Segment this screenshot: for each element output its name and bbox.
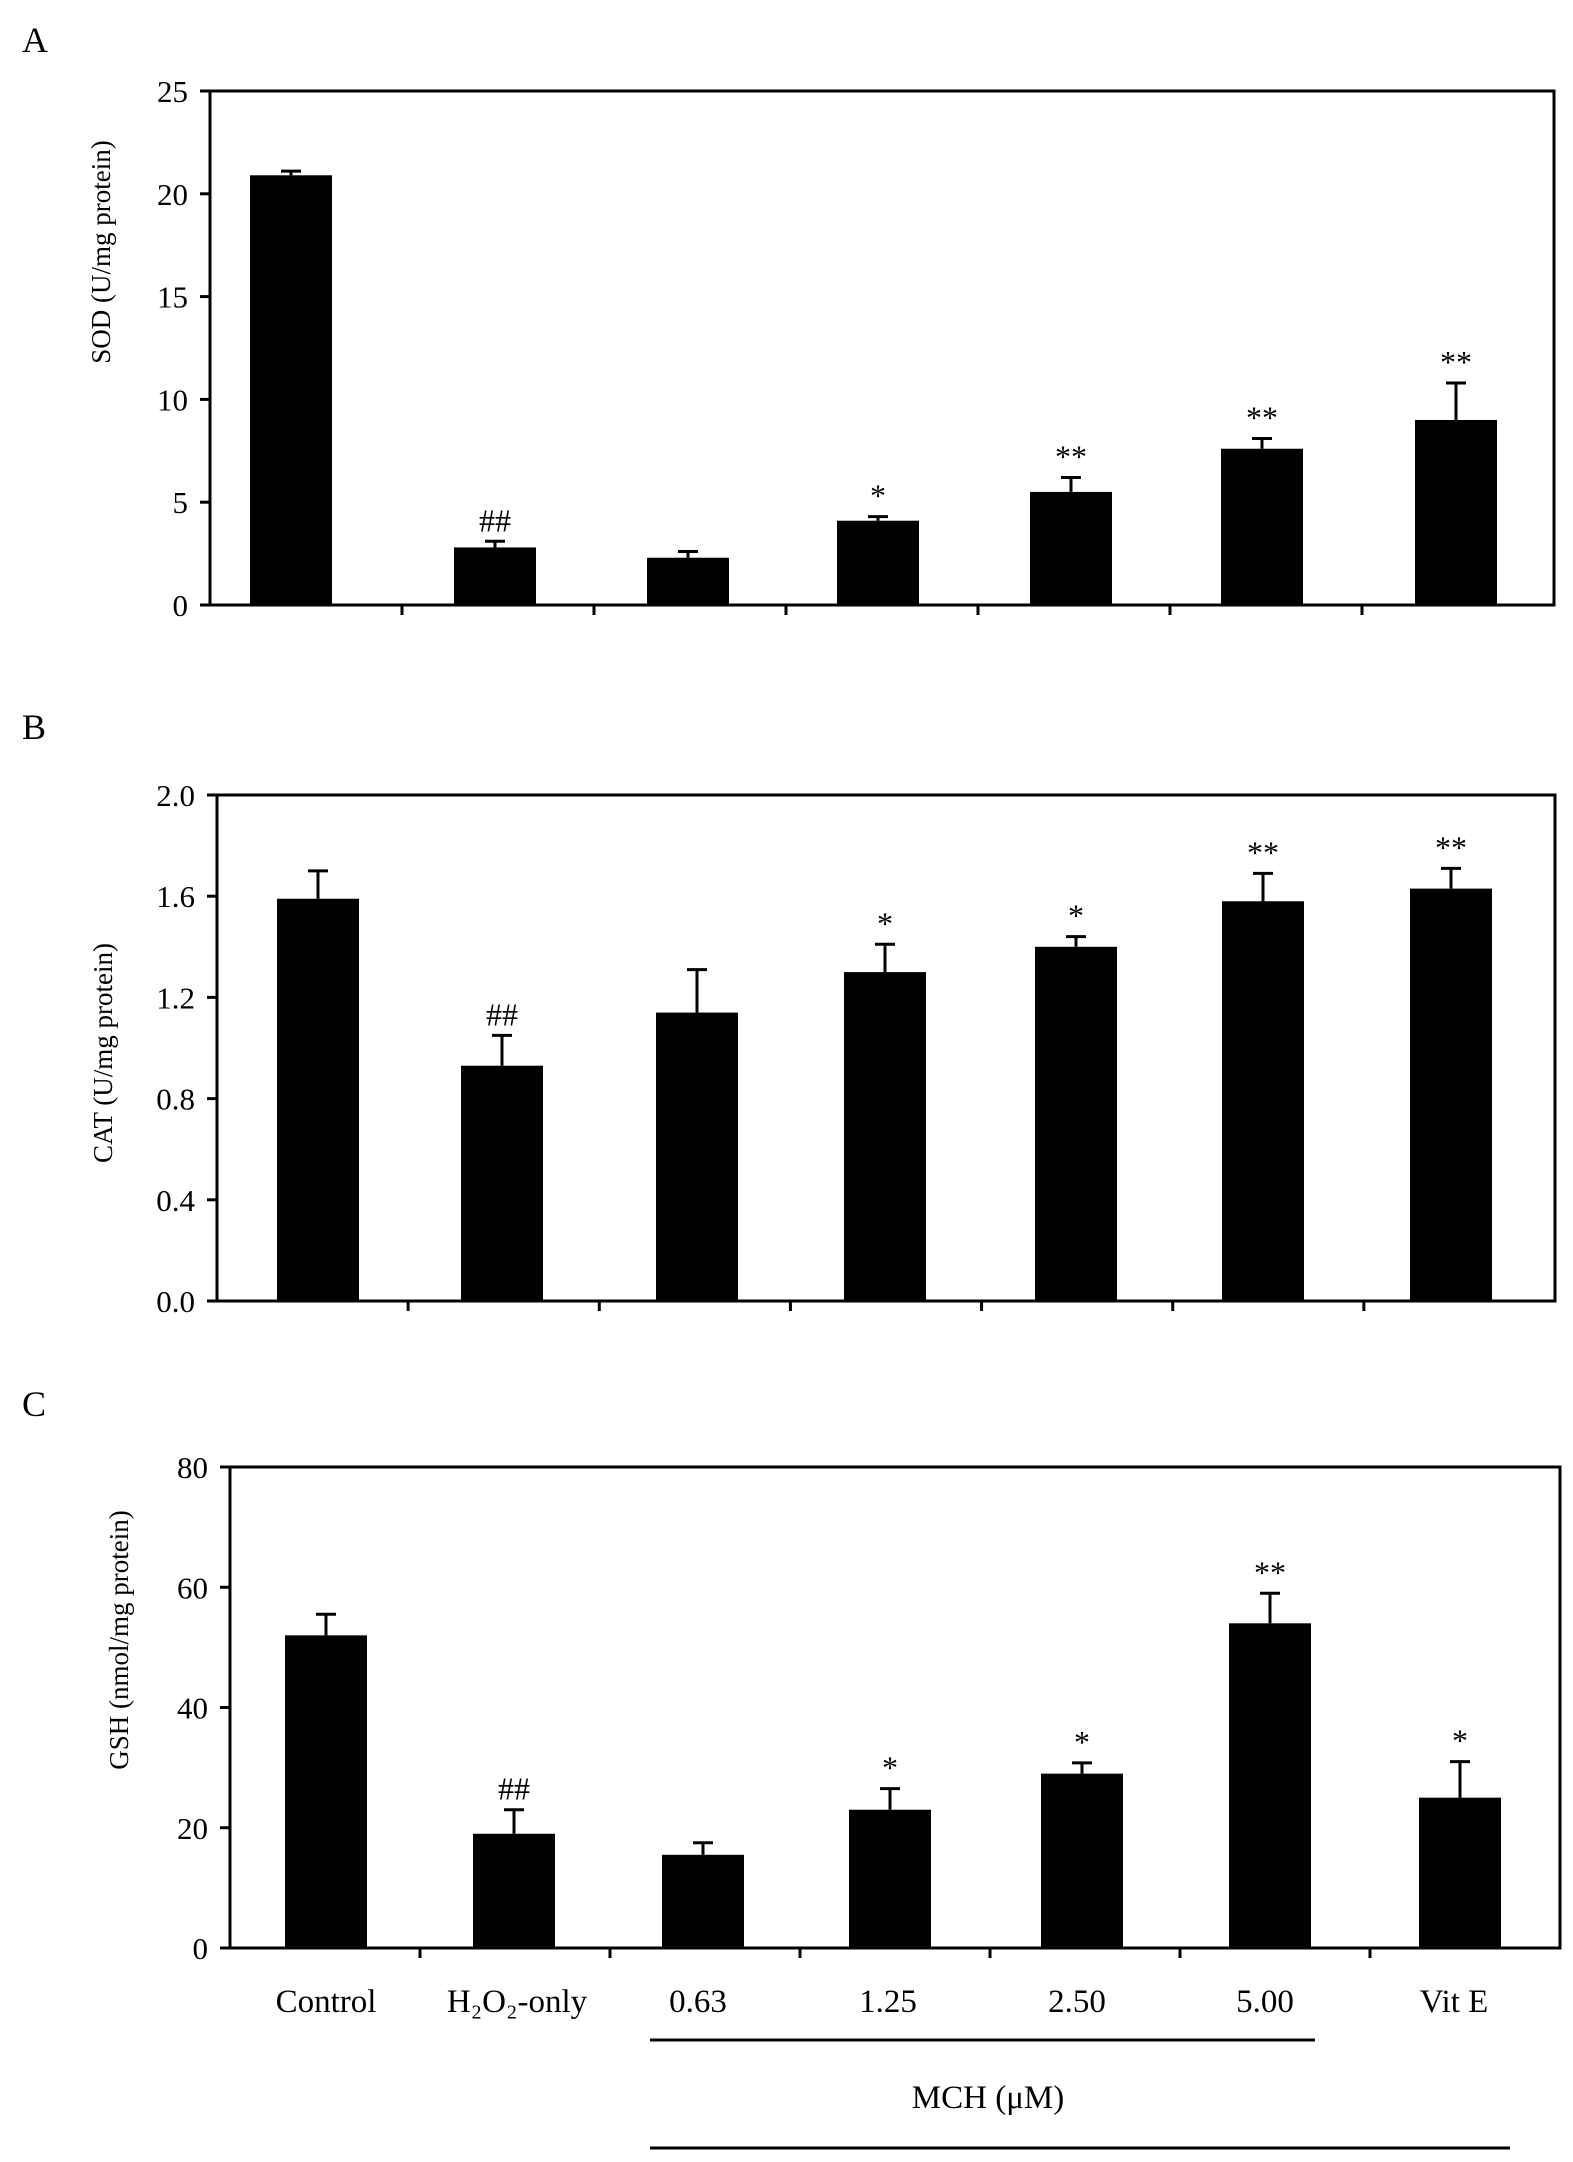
bar-c-5-00 xyxy=(1229,1623,1311,1948)
significance-mark-a-vit-e: ** xyxy=(1440,344,1472,380)
y-ticks-a: 0 5 10 15 20 25 xyxy=(157,74,210,623)
category-labels: Control H₂O₂-only 0.63 1.25 2.50 5.00 Vi… xyxy=(276,1984,1489,2020)
y-tick-label-b-0: 0.0 xyxy=(156,1284,195,1319)
category-label-vit-e: Vit E xyxy=(1420,1984,1489,2020)
significance-mark-c-1-25: * xyxy=(882,1750,898,1786)
y-tick-label-b-1: 0.4 xyxy=(156,1183,195,1218)
significance-mark-b-5-00: ** xyxy=(1247,834,1279,870)
bar-b-1-25 xyxy=(844,972,926,1301)
bar-b-vit-e xyxy=(1410,888,1492,1301)
bar-c-control xyxy=(285,1635,367,1948)
x-ticks-a xyxy=(400,605,1364,615)
bar-c-1-25 xyxy=(849,1809,931,1948)
x-ticks-b xyxy=(406,1301,1366,1311)
category-label-5-00: 5.00 xyxy=(1236,1984,1294,2020)
bar-a-vit-e xyxy=(1415,419,1497,605)
y-tick-label-a-4: 20 xyxy=(157,177,188,212)
y-tick-label-a-5: 25 xyxy=(157,74,188,109)
y-tick-label-b-3: 1.2 xyxy=(156,980,195,1015)
bar-c-0-63 xyxy=(662,1854,744,1948)
bar-c-vit-e xyxy=(1419,1797,1501,1948)
y-tick-label-b-5: 2.0 xyxy=(156,778,195,813)
bar-a-h2o2-only xyxy=(454,547,536,605)
panel-letter-b: B xyxy=(22,707,46,747)
x-ticks-c xyxy=(418,1948,1372,1958)
significance-mark-b-h2o2-only: ## xyxy=(486,996,518,1032)
panel-letter-c: C xyxy=(22,1384,46,1424)
y-tick-label-a-1: 5 xyxy=(173,485,189,520)
panel-letter-a: A xyxy=(22,20,48,60)
bar-a-control xyxy=(250,175,332,605)
y-tick-label-a-3: 15 xyxy=(157,280,188,315)
y-tick-label-b-2: 0.8 xyxy=(156,1082,195,1117)
significance-mark-b-2-50: * xyxy=(1068,898,1084,934)
bar-a-1-25 xyxy=(837,520,919,605)
y-ticks-c: 0 20 40 60 80 xyxy=(177,1450,230,1966)
bar-b-0-63 xyxy=(656,1012,738,1301)
significance-mark-c-2-50: * xyxy=(1074,1724,1090,1760)
y-ticks-b: 0.0 0.4 0.8 1.2 1.6 2.0 xyxy=(156,778,217,1319)
y-tick-label-c-1: 20 xyxy=(177,1811,208,1846)
category-label-0-63: 0.63 xyxy=(669,1984,727,2020)
bar-a-0-63 xyxy=(647,557,729,605)
bar-b-h2o2-only xyxy=(461,1065,543,1301)
significance-mark-a-h2o2-only: ## xyxy=(479,502,511,538)
significance-mark-a-2-50: ** xyxy=(1055,439,1087,475)
y-tick-label-c-4: 80 xyxy=(177,1450,208,1485)
bars-b: ##* *** ** xyxy=(277,829,1492,1301)
y-axis-label-c: GSH (nmol/mg protein) xyxy=(104,1510,134,1769)
category-label-h2o2-only: H₂O₂-only xyxy=(447,1984,588,2020)
y-tick-label-c-3: 60 xyxy=(177,1570,208,1605)
panel-b: B CAT (U/mg protein) 0.00.40.81.21.62.0 … xyxy=(22,707,1557,1319)
bar-c-2-50 xyxy=(1041,1773,1123,1948)
significance-mark-b-vit-e: ** xyxy=(1435,829,1467,865)
bar-a-5-00 xyxy=(1221,448,1303,605)
y-tick-label-c-0: 0 xyxy=(193,1931,209,1966)
significance-mark-c-5-00: ** xyxy=(1254,1554,1286,1590)
bar-b-5-00 xyxy=(1222,901,1304,1301)
bars-a: ##******* xyxy=(250,169,1497,605)
y-tick-label-a-0: 0 xyxy=(173,588,189,623)
significance-mark-b-1-25: * xyxy=(877,905,893,941)
category-label-1-25: 1.25 xyxy=(859,1984,917,2020)
bars-c: ##***** xyxy=(285,1554,1501,1948)
y-tick-label-c-2: 40 xyxy=(177,1691,208,1726)
y-tick-label-a-2: 10 xyxy=(157,382,188,417)
y-tick-label-b-4: 1.6 xyxy=(156,879,195,914)
bar-c-h2o2-only xyxy=(473,1833,555,1948)
y-axis-label-a: SOD (U/mg protein) xyxy=(86,140,116,363)
significance-mark-a-5-00: ** xyxy=(1246,399,1278,435)
significance-mark-c-vit-e: * xyxy=(1452,1723,1468,1759)
category-label-control: Control xyxy=(276,1984,377,2020)
bar-b-2-50 xyxy=(1035,946,1117,1301)
y-axis-label-b: CAT (U/mg protein) xyxy=(88,943,118,1163)
bar-a-2-50 xyxy=(1030,491,1112,605)
bar-b-control xyxy=(277,898,359,1301)
significance-mark-a-1-25: * xyxy=(870,478,886,514)
category-label-2-50: 2.50 xyxy=(1048,1984,1106,2020)
significance-mark-c-h2o2-only: ## xyxy=(498,1771,530,1807)
mch-group-label: MCH (μM) xyxy=(912,2080,1064,2116)
